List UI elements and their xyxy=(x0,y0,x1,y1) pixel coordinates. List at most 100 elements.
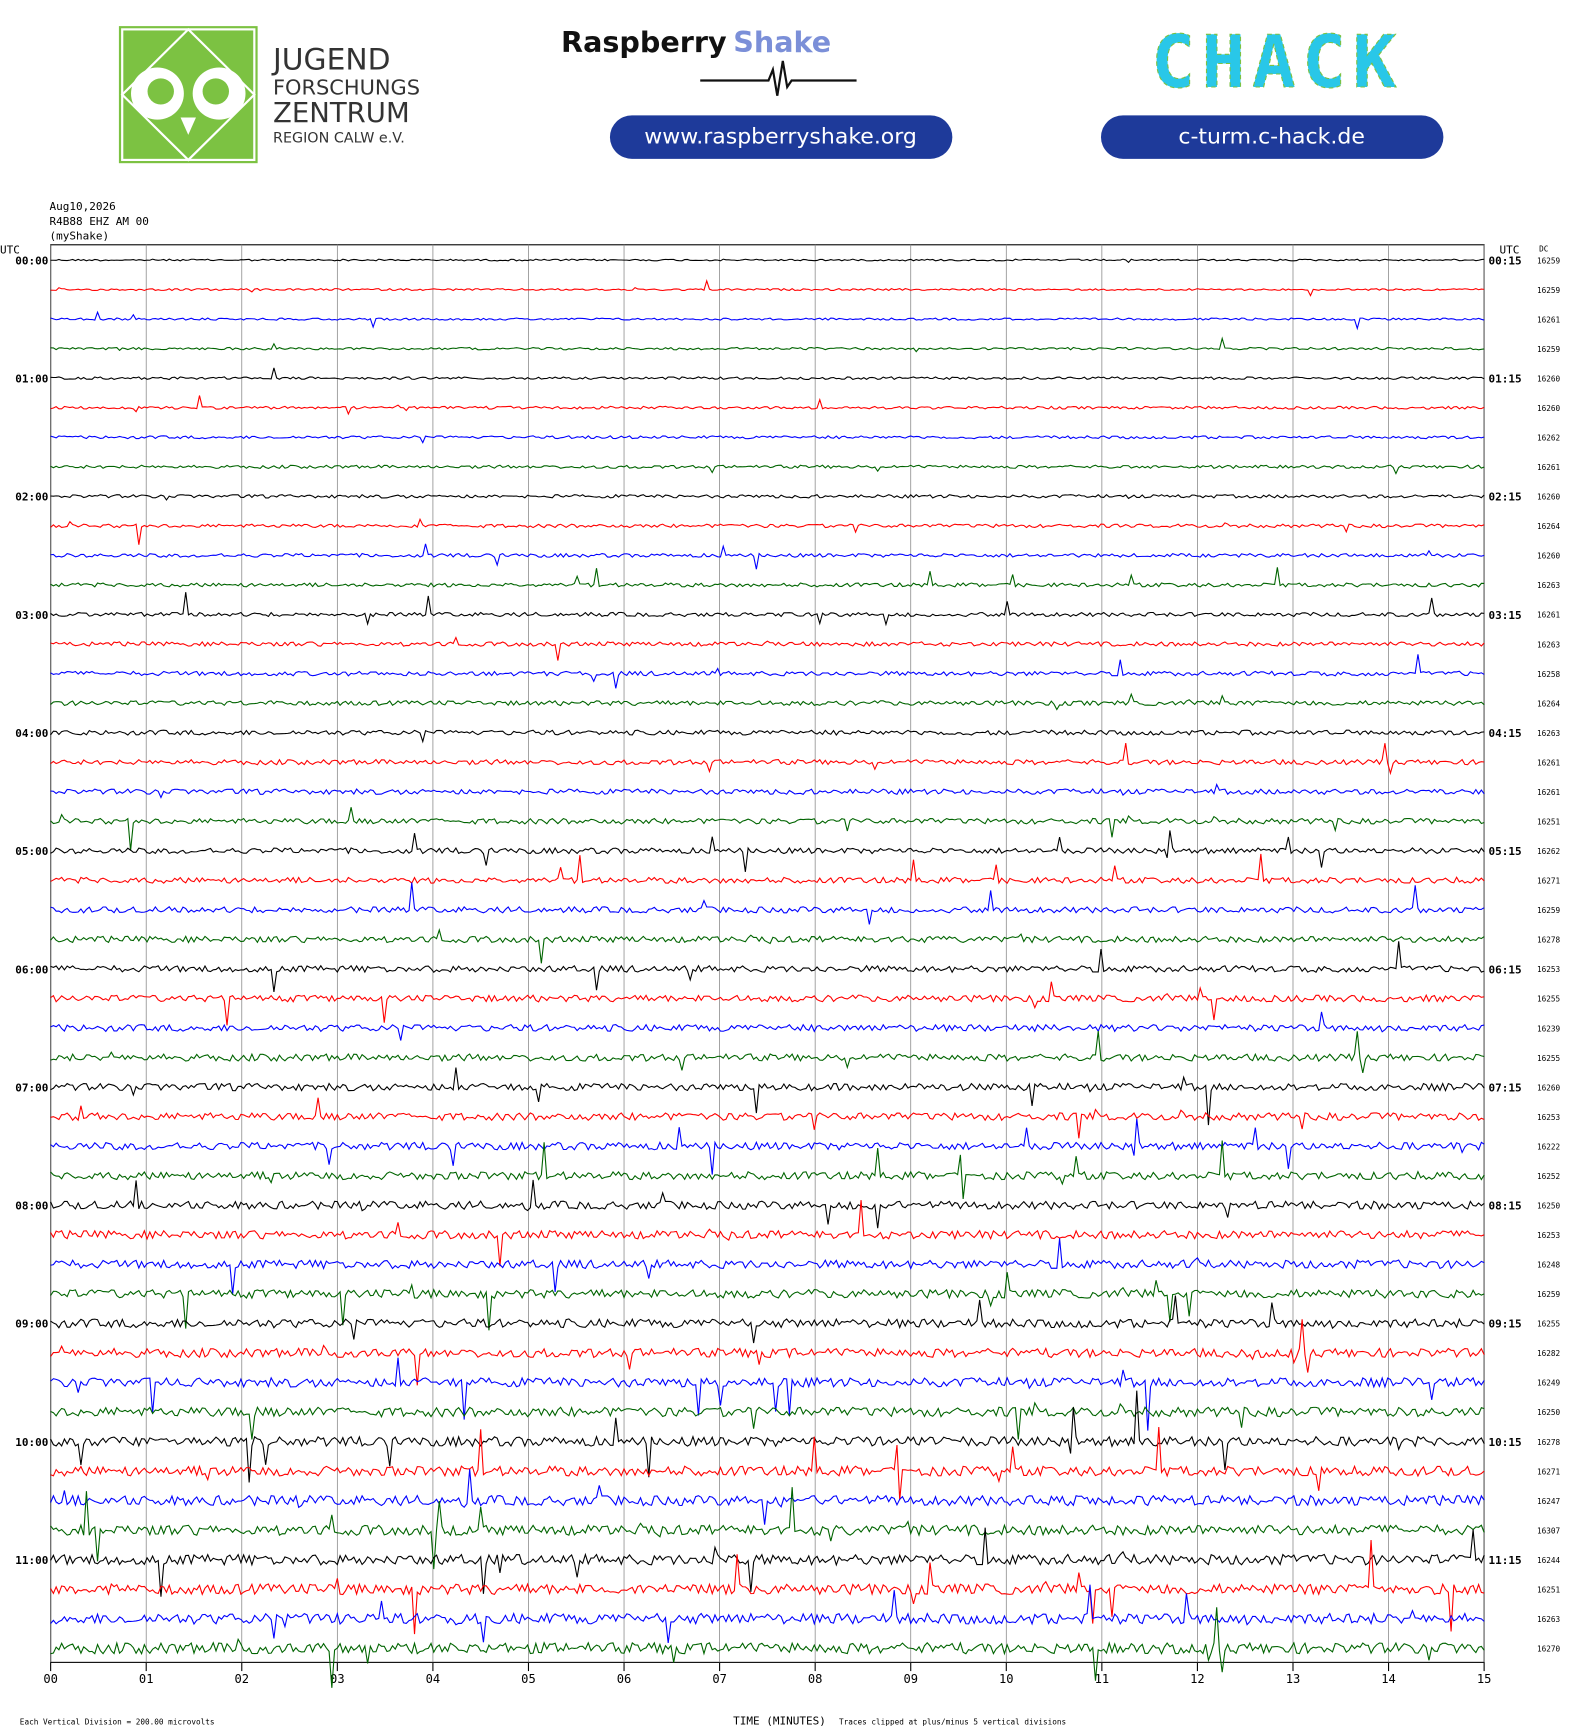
dc-value: 16271 xyxy=(1537,1467,1561,1476)
brand-accent: Shake xyxy=(733,26,831,59)
dc-value: 16251 xyxy=(1537,818,1561,827)
trace xyxy=(50,367,1485,381)
dc-value: 16261 xyxy=(1537,758,1561,767)
dc-value: 16253 xyxy=(1537,1113,1561,1122)
trace xyxy=(50,1607,1485,1688)
x-tick-label: 01 xyxy=(139,1672,154,1686)
dc-value: 16260 xyxy=(1537,1083,1561,1092)
dc-value: 16248 xyxy=(1537,1261,1561,1270)
time-label: 06:15 xyxy=(1489,963,1522,976)
dc-value: 16253 xyxy=(1537,965,1561,974)
trace xyxy=(50,592,1485,627)
trace xyxy=(50,654,1485,689)
time-label: 07:00 xyxy=(15,1081,48,1094)
dc-value: 16247 xyxy=(1537,1497,1561,1506)
dc-value: 16259 xyxy=(1537,1290,1561,1299)
logo-text: JUGEND xyxy=(271,43,390,77)
dc-title: DC xyxy=(1539,244,1549,253)
trace xyxy=(50,1390,1485,1483)
time-label: 08:15 xyxy=(1489,1200,1522,1213)
dc-value: 16244 xyxy=(1537,1556,1561,1565)
trace xyxy=(50,636,1485,661)
dc-value: 16260 xyxy=(1537,493,1561,502)
time-label: 03:15 xyxy=(1489,609,1522,622)
time-label: 05:00 xyxy=(15,845,48,858)
x-tick-label: 10 xyxy=(999,1672,1014,1686)
trace xyxy=(50,1179,1485,1229)
dc-value: 16259 xyxy=(1537,286,1561,295)
x-tick-label: 14 xyxy=(1381,1672,1396,1686)
brand-wave xyxy=(700,60,857,96)
time-label: 06:00 xyxy=(15,963,48,976)
x-tick-label: 05 xyxy=(521,1672,536,1686)
trace xyxy=(50,1540,1485,1635)
x-tick-label: 06 xyxy=(617,1672,632,1686)
trace xyxy=(50,882,1485,925)
footer-note: Traces clipped at plus/minus 5 vertical … xyxy=(839,1717,1066,1726)
trace xyxy=(50,1011,1485,1041)
dc-value: 16249 xyxy=(1537,1379,1561,1388)
url-pill xyxy=(1100,115,1444,159)
trace xyxy=(50,782,1485,799)
axis-title: UTC xyxy=(1500,244,1520,257)
time-label: 04:15 xyxy=(1489,727,1522,740)
dc-value: 16259 xyxy=(1537,906,1561,915)
x-axis-title: TIME (MINUTES) xyxy=(733,1714,826,1727)
dc-value: 16253 xyxy=(1537,1231,1561,1240)
date: Aug10,2026 xyxy=(50,200,116,213)
trace xyxy=(50,1468,1485,1525)
x-tick-label: 04 xyxy=(426,1672,441,1686)
url: c-turm.c-hack.de xyxy=(1178,125,1365,150)
dc-value: 16264 xyxy=(1537,699,1561,708)
dc-value: 16282 xyxy=(1537,1349,1560,1358)
trace xyxy=(50,692,1485,711)
trace xyxy=(50,1272,1485,1331)
dc-value: 16250 xyxy=(1537,1202,1561,1211)
dc-value: 16261 xyxy=(1537,463,1561,472)
trace xyxy=(50,1527,1485,1597)
time-label: 11:00 xyxy=(15,1554,48,1567)
trace xyxy=(50,1067,1485,1126)
trace xyxy=(50,336,1485,353)
time-label: 10:15 xyxy=(1489,1436,1522,1449)
trace xyxy=(50,807,1485,851)
dc-value: 16270 xyxy=(1537,1645,1561,1654)
url: www.raspberryshake.org xyxy=(644,125,917,150)
x-tick-label: 15 xyxy=(1477,1672,1492,1686)
trace xyxy=(50,1200,1485,1267)
source: (myShake) xyxy=(50,229,110,242)
trace xyxy=(50,1097,1485,1139)
trace xyxy=(50,395,1485,416)
trace xyxy=(50,567,1485,588)
dc-value: 16278 xyxy=(1537,936,1561,945)
trace xyxy=(50,493,1485,501)
trace xyxy=(50,927,1485,964)
x-tick-label: 11 xyxy=(1095,1672,1110,1686)
x-tick-label: 12 xyxy=(1190,1672,1205,1686)
trace xyxy=(50,1238,1485,1295)
chack-logo: CHACK xyxy=(1151,21,1403,104)
dc-value: 16262 xyxy=(1537,847,1560,856)
dc-value: 16259 xyxy=(1537,256,1561,265)
trace xyxy=(50,1319,1485,1386)
dc-value: 16264 xyxy=(1537,522,1561,531)
x-tick-label: 09 xyxy=(903,1672,918,1686)
trace xyxy=(50,1030,1485,1074)
dc-value: 16260 xyxy=(1537,404,1561,413)
station: R4B88 EHZ AM 00 xyxy=(50,215,149,228)
trace xyxy=(50,1140,1485,1199)
dc-value: 16271 xyxy=(1537,877,1561,886)
trace xyxy=(50,1584,1485,1643)
dc-value: 16263 xyxy=(1537,640,1561,649)
footer-note: Each Vertical Division = 200.00 microvol… xyxy=(20,1717,215,1726)
dc-value: 16262 xyxy=(1537,434,1560,443)
trace xyxy=(50,729,1485,744)
time-label: 05:15 xyxy=(1489,845,1522,858)
time-label: 02:15 xyxy=(1489,491,1522,504)
dc-value: 16250 xyxy=(1537,1408,1561,1417)
trace xyxy=(50,464,1485,475)
trace xyxy=(50,278,1485,297)
x-tick-label: 03 xyxy=(330,1672,345,1686)
